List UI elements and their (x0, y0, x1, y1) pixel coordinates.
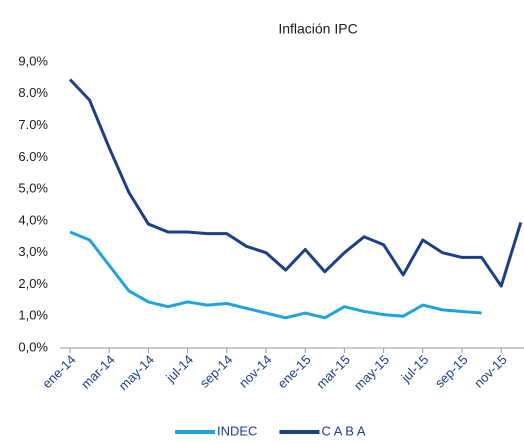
y-tick-label: 1,0% (18, 308, 48, 323)
chart-title: Inflación IPC (278, 21, 357, 37)
line-series (69, 230, 482, 320)
line-series (68, 78, 523, 288)
x-tick-label: may-14 (116, 352, 157, 393)
y-tick-label: 8.0% (18, 85, 48, 100)
y-tick-label: 3,0% (18, 244, 48, 259)
y-tick-label: 7.0% (18, 117, 48, 132)
x-tick-label: jul-14 (162, 352, 196, 386)
y-tick-label: 0,0% (18, 339, 48, 354)
x-tick-label: jul-15 (398, 352, 432, 386)
legend-label: INDEC (217, 423, 257, 438)
y-tick-label: 6.0% (18, 149, 48, 164)
x-tick-label: mar-15 (313, 352, 353, 392)
y-tick-label: 2,0% (18, 276, 48, 291)
x-tick-label: ene-14 (39, 352, 78, 391)
x-tick-label: sep-14 (197, 352, 236, 391)
x-tick-label: mar-14 (78, 352, 118, 392)
y-tick-label: 4,0% (18, 212, 48, 227)
legend-label: C A B A (321, 423, 365, 438)
x-tick-label: nov-14 (236, 352, 275, 391)
x-tick-label: sep-15 (432, 352, 471, 391)
x-tick-label: ene-15 (275, 352, 314, 391)
x-tick-label: may-15 (351, 352, 392, 393)
x-tick-label: nov-15 (471, 352, 510, 391)
y-tick-label: 5,0% (18, 181, 48, 196)
y-tick-label: 9,0% (18, 53, 48, 68)
